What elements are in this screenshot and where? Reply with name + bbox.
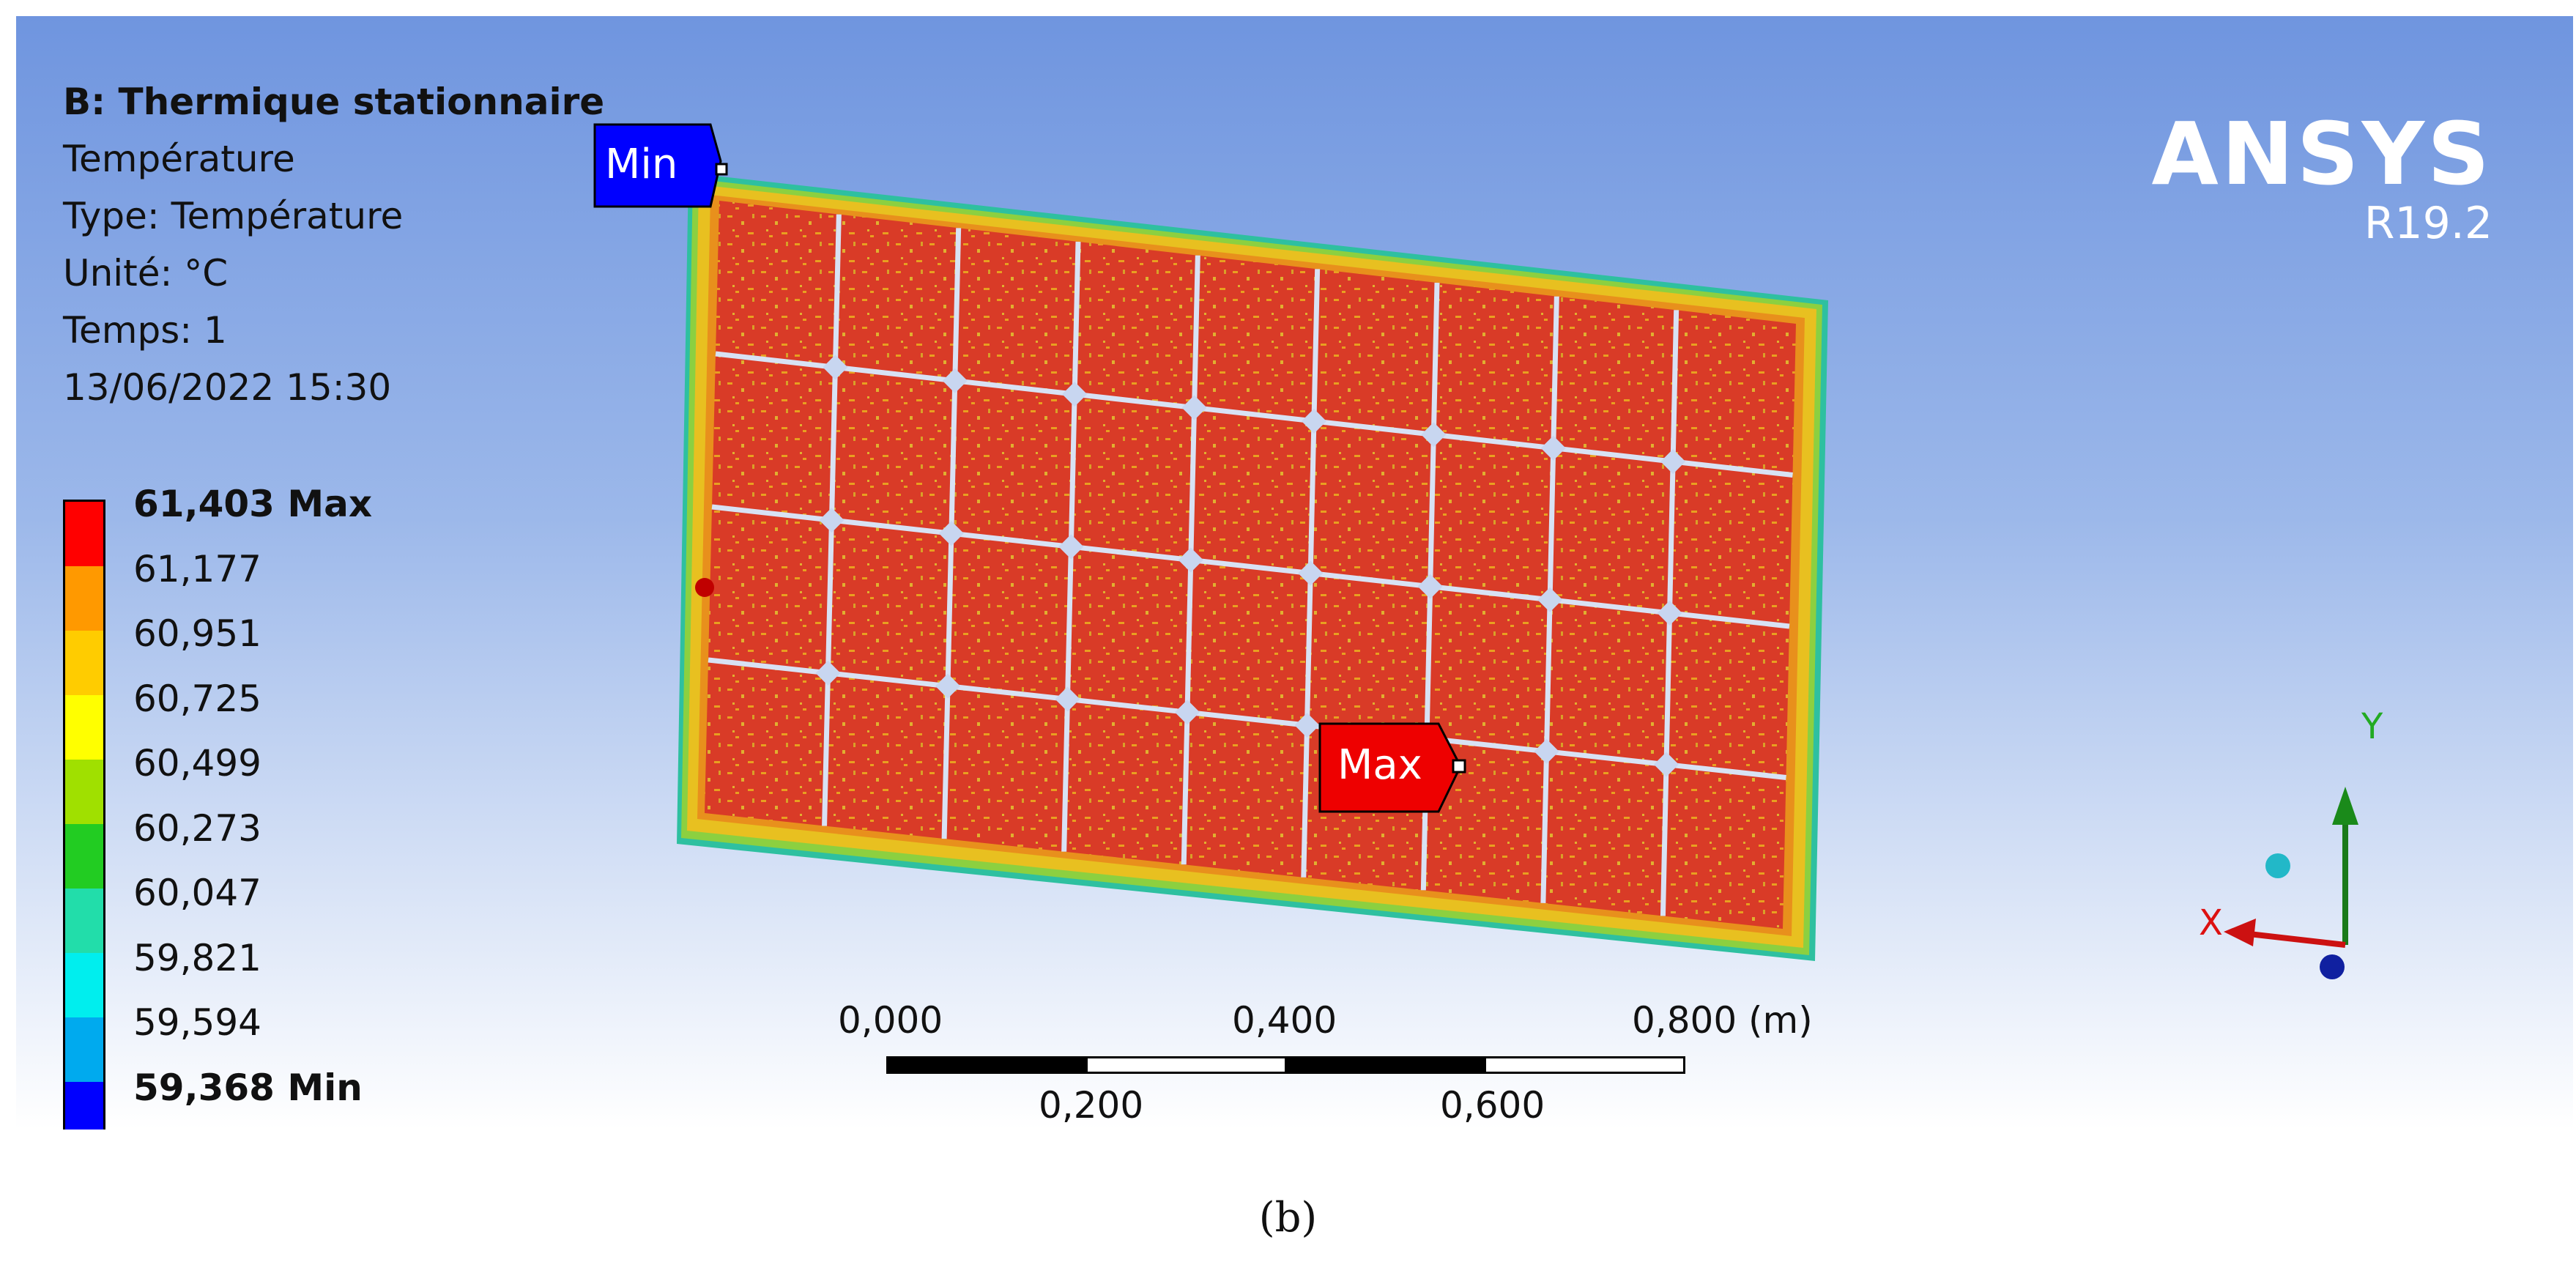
cell-junction bbox=[1540, 435, 1566, 461]
cell-junction bbox=[1294, 713, 1320, 738]
legend-value: 60,047 bbox=[133, 872, 261, 914]
triad-iso-ball bbox=[2265, 853, 2290, 878]
triad-y-label: Y bbox=[2361, 706, 2383, 747]
triad-x-label: X bbox=[2199, 902, 2223, 943]
legend-value: 60,951 bbox=[133, 612, 261, 655]
cell-junction bbox=[1062, 382, 1088, 407]
scale-label-400: 0,400 bbox=[1232, 999, 1337, 1042]
cell-junction bbox=[1654, 752, 1679, 777]
triad-x-arrow bbox=[2224, 919, 2256, 946]
cell-junction bbox=[1055, 686, 1080, 712]
legend-value: 59,594 bbox=[133, 1001, 261, 1044]
result-info: B: Thermique stationnaire Température Ty… bbox=[63, 73, 604, 416]
scale-label-800: 0,800 (m) bbox=[1632, 999, 1813, 1042]
legend-value: 60,499 bbox=[133, 742, 261, 784]
cell-gridline-h bbox=[708, 657, 1786, 780]
figure-caption: (b) bbox=[1258, 1194, 1318, 1242]
legend-swatch bbox=[65, 695, 103, 760]
axis-triad[interactable] bbox=[2224, 787, 2358, 979]
legend-max-label: 61,403 Max bbox=[133, 483, 373, 525]
legend-value: 61,177 bbox=[133, 547, 261, 590]
max-probe-tag[interactable] bbox=[1318, 722, 1466, 813]
legend-labels: 61,403 Max 61,177 60,951 60,725 60,499 6… bbox=[133, 472, 372, 1120]
legend-min-label: 59,368 Min bbox=[133, 1066, 363, 1109]
cell-junction bbox=[1181, 395, 1207, 420]
legend-swatch bbox=[65, 566, 103, 631]
result-time: Temps: 1 bbox=[63, 309, 227, 352]
triad-z-dot bbox=[2320, 954, 2345, 979]
legend-swatch bbox=[65, 824, 103, 889]
legend-swatch bbox=[65, 953, 103, 1017]
cell-junction bbox=[1175, 700, 1200, 725]
analysis-title: B: Thermique stationnaire bbox=[63, 81, 605, 123]
min-probe-tag[interactable] bbox=[593, 123, 728, 208]
cell-junction bbox=[823, 355, 848, 380]
result-date: 13/06/2022 15:30 bbox=[63, 366, 392, 409]
solar-panel-model[interactable] bbox=[16, 16, 2573, 1130]
legend-swatch bbox=[65, 502, 103, 566]
cell-gridline-h bbox=[715, 351, 1793, 478]
cell-junction bbox=[938, 521, 964, 546]
legend-color-bar bbox=[63, 500, 105, 1130]
cell-junction bbox=[1301, 408, 1326, 434]
graphics-viewport[interactable]: B: Thermique stationnaire Température Ty… bbox=[16, 16, 2573, 1130]
scale-label-200: 0,200 bbox=[1039, 1084, 1144, 1127]
legend-value: 59,821 bbox=[133, 936, 261, 979]
cell-junction bbox=[1421, 422, 1447, 448]
ansys-logo: ANSYS R19.2 bbox=[2152, 110, 2493, 249]
legend-swatch bbox=[65, 631, 103, 695]
cell-junction bbox=[1537, 587, 1563, 612]
edge-marker bbox=[695, 578, 714, 597]
cell-junction bbox=[1058, 534, 1084, 560]
cell-junction bbox=[1417, 574, 1443, 599]
legend-swatch bbox=[65, 1017, 103, 1082]
scale-seg-4 bbox=[1484, 1056, 1685, 1074]
cell-junction bbox=[1178, 547, 1203, 573]
scale-seg-1 bbox=[886, 1056, 1088, 1074]
legend-swatch bbox=[65, 889, 103, 953]
legend-swatch bbox=[65, 1082, 103, 1130]
triad-x-axis bbox=[2242, 930, 2346, 948]
logo-brand: ANSYS bbox=[2151, 103, 2493, 204]
scale-seg-2 bbox=[1085, 1056, 1287, 1074]
cell-junction bbox=[819, 508, 845, 533]
legend-value: 60,273 bbox=[133, 806, 261, 850]
result-unit: Unité: °C bbox=[63, 252, 229, 294]
cell-junction bbox=[1534, 738, 1559, 764]
triad-y-arrow bbox=[2332, 787, 2358, 825]
scale-seg-3 bbox=[1285, 1056, 1486, 1074]
result-name: Température bbox=[63, 138, 295, 180]
scale-label-0: 0,000 bbox=[838, 999, 943, 1042]
legend-swatch bbox=[65, 760, 103, 824]
result-type: Type: Température bbox=[63, 195, 404, 237]
cell-junction bbox=[1660, 449, 1686, 475]
cell-junction bbox=[935, 673, 960, 699]
legend-value: 60,725 bbox=[133, 677, 261, 720]
cell-gridline-h bbox=[711, 504, 1790, 629]
logo-version: R19.2 bbox=[2364, 198, 2493, 249]
scale-label-600: 0,600 bbox=[1440, 1084, 1545, 1127]
cell-junction bbox=[815, 660, 841, 686]
cell-junction bbox=[942, 368, 968, 393]
cell-junction bbox=[1657, 600, 1682, 626]
cell-junction bbox=[1298, 560, 1324, 586]
